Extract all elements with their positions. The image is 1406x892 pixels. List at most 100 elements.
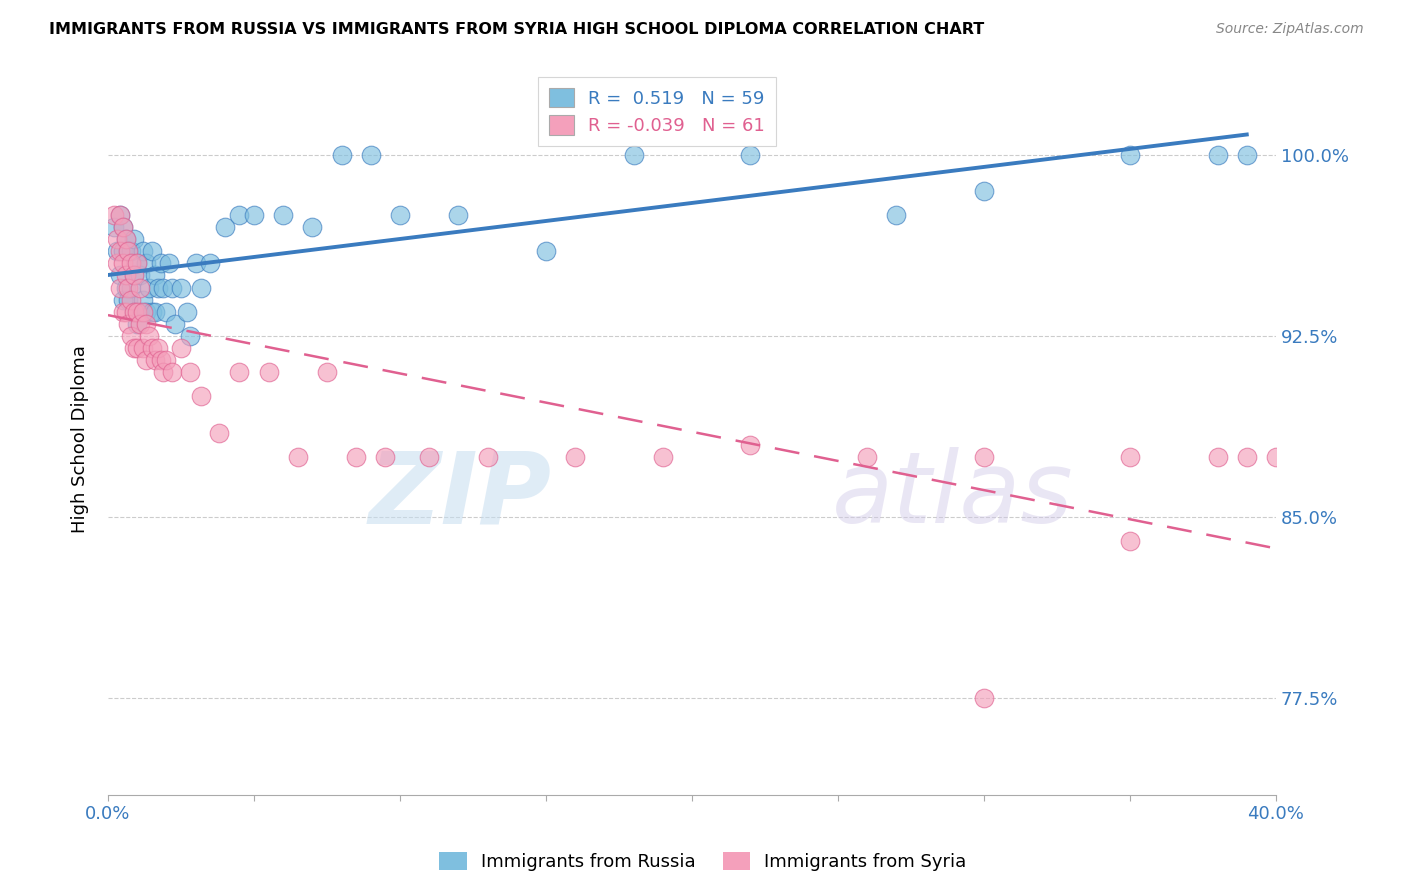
Point	[127, 304, 149, 318]
Point	[114, 268, 136, 283]
Point	[157, 256, 180, 270]
Point	[108, 244, 131, 259]
Point	[1265, 450, 1288, 464]
Point	[117, 244, 139, 259]
Point	[122, 304, 145, 318]
Point	[155, 353, 177, 368]
Point	[103, 208, 125, 222]
Point	[127, 256, 149, 270]
Point	[135, 256, 157, 270]
Point	[135, 353, 157, 368]
Point	[418, 450, 440, 464]
Point	[117, 293, 139, 307]
Point	[122, 268, 145, 283]
Point	[108, 268, 131, 283]
Point	[564, 450, 586, 464]
Point	[316, 365, 339, 379]
Point	[973, 691, 995, 706]
Point	[120, 244, 142, 259]
Point	[160, 280, 183, 294]
Point	[160, 365, 183, 379]
Point	[651, 450, 673, 464]
Point	[165, 317, 187, 331]
Point	[132, 341, 155, 355]
Point	[111, 220, 134, 235]
Point	[243, 208, 266, 222]
Point	[257, 365, 280, 379]
Point	[228, 365, 250, 379]
Point	[143, 268, 166, 283]
Point	[135, 317, 157, 331]
Point	[132, 293, 155, 307]
Point	[190, 389, 212, 403]
Point	[447, 208, 470, 222]
Point	[886, 208, 908, 222]
Point	[1119, 534, 1142, 549]
Point	[117, 280, 139, 294]
Point	[287, 450, 309, 464]
Point	[179, 329, 201, 343]
Point	[105, 244, 128, 259]
Point	[374, 450, 396, 464]
Point	[114, 232, 136, 246]
Point	[170, 341, 193, 355]
Point	[360, 147, 382, 161]
Point	[132, 304, 155, 318]
Point	[856, 450, 879, 464]
Point	[1236, 450, 1258, 464]
Point	[120, 280, 142, 294]
Point	[105, 256, 128, 270]
Point	[114, 232, 136, 246]
Point	[152, 280, 174, 294]
Point	[138, 329, 160, 343]
Point	[122, 268, 145, 283]
Point	[111, 256, 134, 270]
Point	[129, 268, 152, 283]
Point	[1206, 450, 1229, 464]
Point	[152, 365, 174, 379]
Point	[1119, 450, 1142, 464]
Text: Source: ZipAtlas.com: Source: ZipAtlas.com	[1216, 22, 1364, 37]
Point	[155, 304, 177, 318]
Point	[117, 317, 139, 331]
Point	[122, 232, 145, 246]
Point	[477, 450, 499, 464]
Point	[103, 220, 125, 235]
Point	[108, 208, 131, 222]
Point	[135, 304, 157, 318]
Point	[138, 280, 160, 294]
Y-axis label: High School Diploma: High School Diploma	[72, 344, 89, 533]
Point	[146, 280, 169, 294]
Legend: Immigrants from Russia, Immigrants from Syria: Immigrants from Russia, Immigrants from …	[432, 845, 974, 879]
Point	[120, 329, 142, 343]
Point	[179, 365, 201, 379]
Point	[111, 244, 134, 259]
Point	[108, 208, 131, 222]
Point	[228, 208, 250, 222]
Point	[129, 304, 152, 318]
Point	[176, 304, 198, 318]
Point	[108, 280, 131, 294]
Point	[208, 425, 231, 440]
Point	[623, 147, 645, 161]
Point	[114, 280, 136, 294]
Point	[141, 304, 163, 318]
Point	[1119, 147, 1142, 161]
Point	[271, 208, 294, 222]
Point	[141, 341, 163, 355]
Text: IMMIGRANTS FROM RUSSIA VS IMMIGRANTS FROM SYRIA HIGH SCHOOL DIPLOMA CORRELATION : IMMIGRANTS FROM RUSSIA VS IMMIGRANTS FRO…	[49, 22, 984, 37]
Point	[149, 353, 172, 368]
Text: ZIP: ZIP	[368, 447, 551, 544]
Point	[740, 437, 762, 451]
Point	[198, 256, 221, 270]
Point	[111, 304, 134, 318]
Text: atlas: atlas	[832, 447, 1074, 544]
Point	[122, 304, 145, 318]
Point	[740, 147, 762, 161]
Point	[117, 244, 139, 259]
Point	[301, 220, 323, 235]
Point	[127, 256, 149, 270]
Point	[1206, 147, 1229, 161]
Point	[132, 244, 155, 259]
Point	[105, 232, 128, 246]
